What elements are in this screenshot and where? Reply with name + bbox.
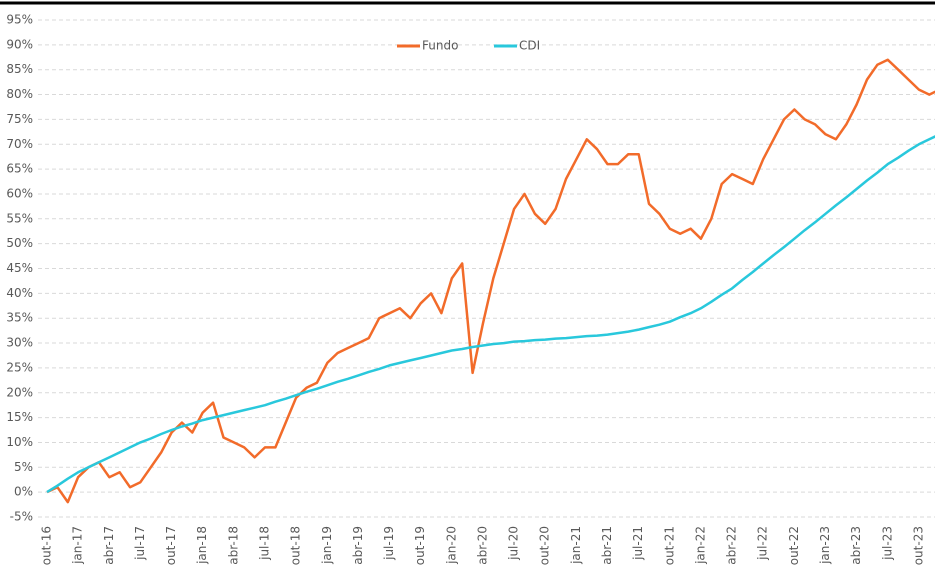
- y-tick-label: 95%: [6, 13, 33, 27]
- x-tick-label: abr-19: [351, 526, 365, 565]
- x-tick-label: jul-17: [133, 526, 147, 561]
- x-tick-label: out-20: [538, 526, 552, 565]
- y-tick-label: -5%: [10, 510, 33, 524]
- x-tick-label: jan-22: [693, 526, 707, 565]
- x-tick-label: jul-20: [507, 526, 521, 561]
- x-tick-label: abr-18: [226, 526, 240, 565]
- y-tick-label: 50%: [6, 236, 33, 250]
- x-tick-label: jan-17: [71, 526, 85, 565]
- y-tick-label: 45%: [6, 261, 33, 275]
- x-tick-label: out-16: [40, 526, 54, 565]
- x-tick-label: out-22: [787, 526, 801, 565]
- x-tick-label: out-19: [413, 526, 427, 565]
- y-tick-label: 10%: [6, 435, 33, 449]
- y-tick-label: 90%: [6, 37, 33, 51]
- y-tick-label: 15%: [6, 410, 33, 424]
- y-tick-label: 60%: [6, 186, 33, 200]
- y-tick-label: 80%: [6, 87, 33, 101]
- x-tick-label: abr-20: [475, 526, 489, 565]
- y-tick-label: 75%: [6, 112, 33, 126]
- x-tick-label: abr-17: [102, 526, 116, 565]
- x-tick-label: jan-18: [195, 526, 209, 565]
- x-tick-label: out-17: [164, 526, 178, 565]
- x-tick-label: jul-23: [880, 526, 894, 561]
- series-line: [46, 135, 935, 494]
- x-tick-label: out-18: [289, 526, 303, 565]
- x-tick-label: out-21: [662, 526, 676, 565]
- y-tick-label: 40%: [6, 286, 33, 300]
- x-tick-label: jan-19: [320, 526, 334, 565]
- x-tick-label: jan-21: [569, 526, 583, 565]
- x-tick-label: abr-22: [725, 526, 739, 565]
- y-tick-label: 70%: [6, 137, 33, 151]
- y-tick-label: 25%: [6, 360, 33, 374]
- y-tick-label: 20%: [6, 385, 33, 399]
- y-tick-label: 35%: [6, 311, 33, 325]
- x-tick-label: jan-23: [818, 526, 832, 565]
- y-tick-label: 0%: [14, 485, 33, 499]
- y-tick-label: 85%: [6, 62, 33, 76]
- legend-label: CDI: [519, 39, 540, 53]
- x-tick-label: abr-21: [600, 526, 614, 565]
- y-tick-label: 55%: [6, 211, 33, 225]
- series-line: [46, 58, 935, 504]
- x-tick-label: jul-21: [631, 526, 645, 561]
- x-tick-label: jan-20: [444, 526, 458, 565]
- y-tick-label: 65%: [6, 162, 33, 176]
- x-tick-label: jul-18: [257, 526, 271, 561]
- legend-label: Fundo: [422, 39, 458, 53]
- x-tick-label: jul-22: [756, 526, 770, 561]
- x-tick-label: out-23: [911, 526, 925, 565]
- x-tick-label: abr-23: [849, 526, 863, 565]
- y-tick-label: 30%: [6, 336, 33, 350]
- y-tick-label: 5%: [14, 460, 33, 474]
- x-tick-label: jul-19: [382, 526, 396, 561]
